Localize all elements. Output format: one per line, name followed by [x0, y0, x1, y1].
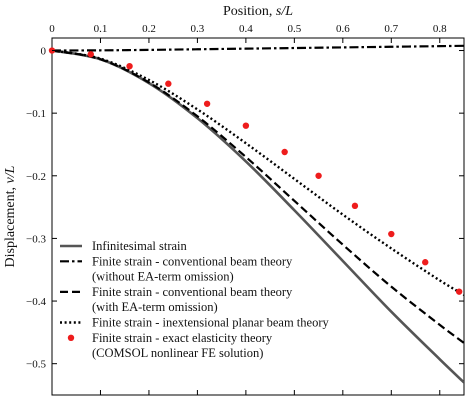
x-axis-title-text: Position,	[223, 4, 276, 19]
x-tick-label: 0	[49, 23, 55, 35]
x-tick-label: 0.4	[239, 23, 253, 35]
series-layer	[48, 44, 464, 384]
legend-label-5: Finite strain - exact elasticity theory	[92, 331, 273, 345]
legend-label-3: Finite strain - conventional beam theory	[92, 285, 293, 299]
x-axis-title: Position, s/L	[223, 4, 293, 19]
legend-label-5-line2: (COMSOL nonlinear FE solution)	[92, 346, 263, 360]
series-5-point	[388, 230, 395, 238]
legend-label-4: Finite strain - inextensional planar bea…	[92, 316, 329, 330]
y-tick-label: −0.1	[26, 108, 46, 120]
series-5-point	[165, 80, 172, 87]
series-5-point	[455, 288, 463, 295]
x-tick-label: 0.8	[433, 23, 447, 35]
series-5-point	[281, 148, 288, 156]
series-1-line	[52, 49, 464, 384]
y-axis-title: Displacement, v/L	[3, 165, 18, 267]
legend-marker-5	[67, 334, 75, 341]
series-5-point	[126, 62, 133, 70]
series-4-line	[52, 49, 464, 296]
y-axis-title-text: Displacement,	[3, 183, 18, 267]
series-5-point	[351, 202, 359, 210]
y-tick-label: −0.2	[26, 171, 46, 183]
series-5-point	[87, 51, 94, 58]
ticks-layer: 0 0.1 0.2 0.3 0.4 0.5 0.6 0.7 0.8 0 −0.1 −0.2 −0.3 −0…	[26, 23, 464, 395]
series-3-line	[52, 49, 464, 344]
x-axis-title-var: s/L	[276, 4, 293, 19]
x-tick-label: 0.3	[191, 23, 205, 35]
legend-label-1: Infinitesimal strain	[92, 239, 188, 253]
y-tick-label: −0.5	[26, 359, 46, 371]
series-5-point	[242, 122, 250, 129]
x-tick-label: 0.1	[94, 23, 108, 35]
y-tick-label: 0	[41, 46, 47, 58]
x-tick-label: 0.5	[287, 23, 301, 35]
y-tick-label: −0.4	[26, 296, 46, 308]
y-tick-label: −0.3	[26, 233, 46, 245]
series-5-point	[422, 259, 429, 266]
series-2-line	[52, 44, 464, 52]
legend-label-3-line2: (with EA-term omission)	[92, 300, 218, 314]
x-tick-label: 0.7	[384, 23, 398, 35]
legend-label-2-line2: (without EA-term omission)	[92, 270, 234, 284]
legend-label-2: Finite strain - conventional beam theory	[92, 254, 293, 268]
y-axis-title-var: v/L	[3, 165, 18, 183]
series-5-point	[315, 172, 322, 179]
x-tick-label: 0.6	[336, 23, 350, 35]
x-tick-label: 0.2	[142, 23, 156, 35]
plot-frame	[51, 37, 465, 396]
series-5-point	[203, 100, 211, 107]
